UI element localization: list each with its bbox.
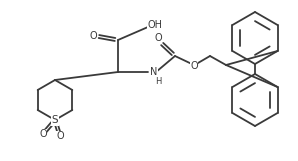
Text: S: S (52, 115, 58, 125)
Text: O: O (190, 61, 198, 71)
Text: O: O (154, 33, 162, 43)
Text: N: N (150, 67, 157, 77)
Text: O: O (89, 31, 97, 41)
Text: OH: OH (148, 20, 162, 30)
Text: O: O (56, 131, 64, 141)
Text: O: O (39, 129, 47, 139)
Text: H: H (155, 76, 161, 85)
